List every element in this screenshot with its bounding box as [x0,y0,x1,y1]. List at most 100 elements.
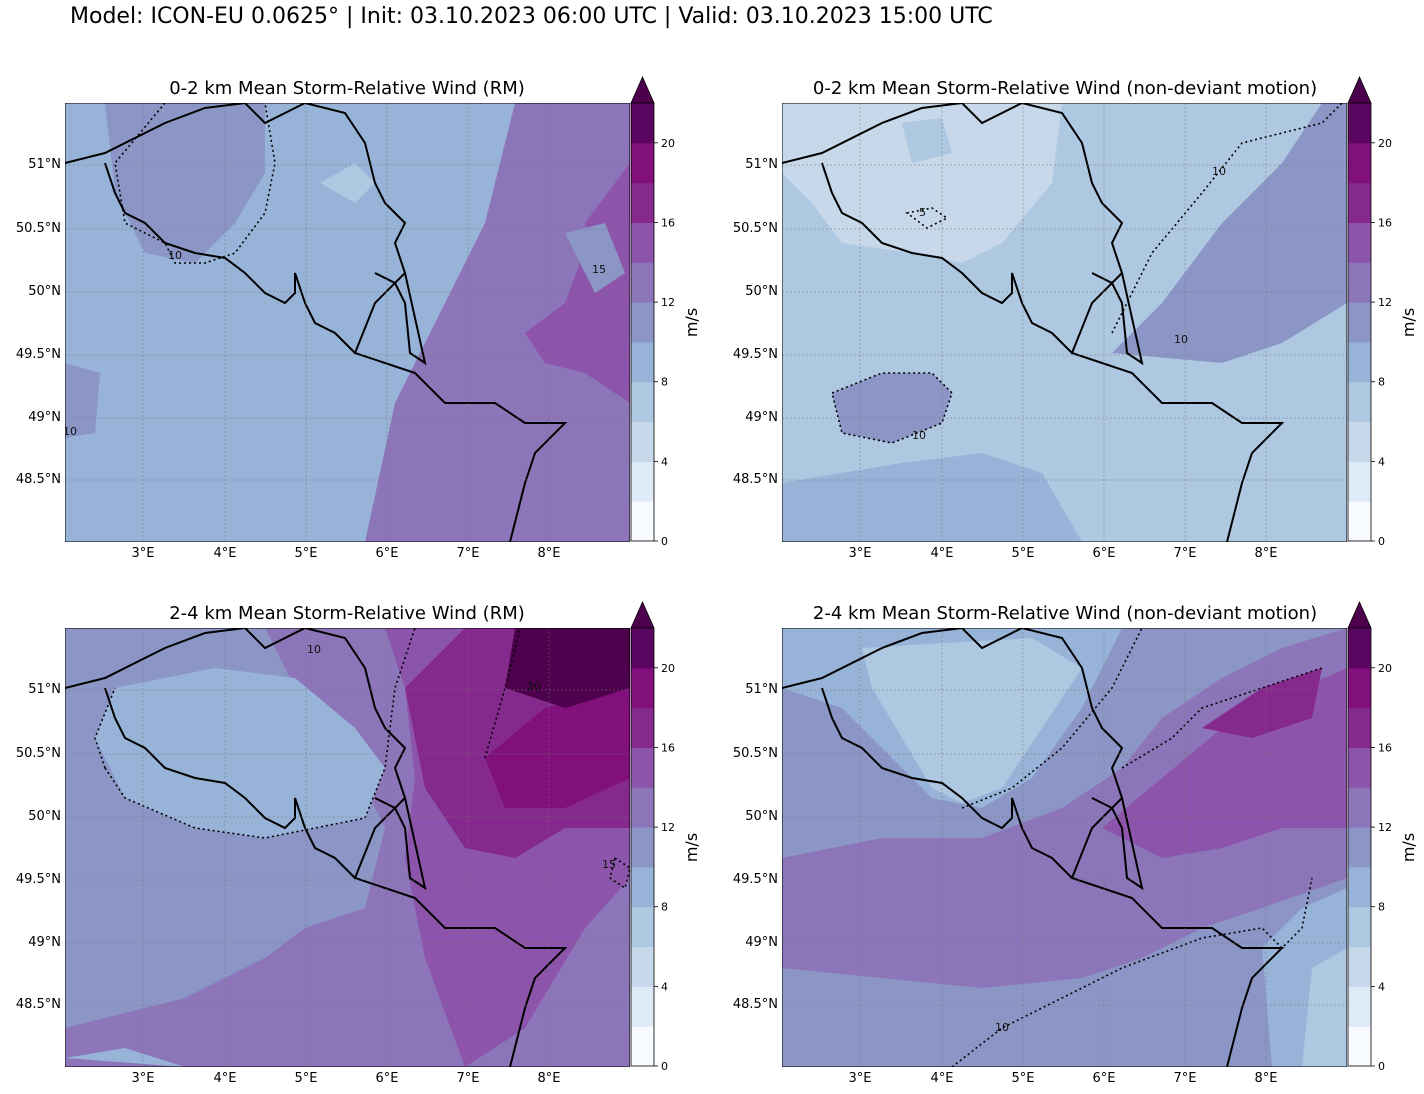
colorbar-segment [631,142,654,184]
x-tick-label: 8°E [1254,546,1278,561]
colorbar-unit-label: m/s [1399,832,1419,863]
colorbar-segment [1348,787,1371,828]
y-tick-label: 51°N [28,157,61,172]
colorbar-extend-arrow [630,76,655,104]
colorbar-segment [1348,302,1371,343]
y-tick-label: 50°N [745,284,778,299]
colorbar-segment [631,1026,654,1067]
colorbar-segment [631,341,654,383]
panel-2-map: 5 10 10 10 [782,103,1347,542]
x-tick-label: 6°E [1092,1071,1116,1086]
colorbar-segment [1348,142,1371,184]
colorbar-segment [631,461,654,502]
colorbar-tick-label: 0 [1378,535,1385,545]
y-tick-label: 51°N [745,157,778,172]
x-tick-label: 7°E [1173,1071,1197,1086]
colorbar-tick-label: 16 [1378,216,1392,229]
colorbar-segment [631,222,654,263]
colorbar-segment [1348,1026,1371,1067]
contour-label: 5 [919,206,926,219]
colorbar-segment [631,421,654,462]
colorbar-segment [631,866,654,908]
colorbar-tick-label: 4 [661,455,668,468]
colorbar-tick-label: 4 [661,980,668,993]
x-tick-label: 4°E [930,546,954,561]
colorbar: 0 4 8 12 16 20 [1347,601,1392,1070]
colorbar-tick-label: 16 [661,741,675,754]
x-tick-label: 5°E [294,546,318,561]
colorbar-tick-label: 16 [661,216,675,229]
y-tick-label: 50°N [28,809,61,824]
colorbar-segment [1348,501,1371,542]
colorbar-unit-label: m/s [682,832,702,863]
y-tick-label: 48.5°N [732,472,778,487]
colorbar-segment [1348,262,1371,303]
colorbar-segment [1348,906,1371,948]
colorbar: 0 4 8 12 16 20 [630,76,675,545]
colorbar-tick-label: 12 [1378,296,1392,309]
colorbar-segment [1348,222,1371,263]
colorbar-tick-label: 0 [661,535,668,545]
y-tick-label: 48.5°N [15,472,61,487]
x-tick-label: 3°E [848,546,872,561]
colorbar-extend-arrow [630,601,655,629]
colorbar-segment [1348,103,1371,144]
colorbar-tick-label: 8 [1378,901,1385,914]
contour-label: 10 [65,425,77,438]
colorbar-tick-label: 8 [1378,376,1385,389]
y-tick-label: 50°N [28,284,61,299]
y-tick-label: 49.5°N [732,872,778,887]
panel-1-map: 10 10 15 [65,103,630,542]
colorbar-segment [1348,986,1371,1027]
x-tick-label: 7°E [456,546,480,561]
colorbar-segment [1348,827,1371,868]
contour-label: 10 [307,643,321,656]
colorbar-unit-label: m/s [682,307,702,338]
colorbar-segment [631,946,654,987]
x-tick-label: 3°E [131,546,155,561]
x-tick-label: 8°E [1254,1071,1278,1086]
colorbar-segment [631,707,654,748]
panel-3-map: 10 20 15 [65,628,630,1067]
colorbar-tick-label: 20 [1378,137,1392,150]
colorbar-tick-label: 12 [661,821,675,834]
x-tick-label: 7°E [1173,546,1197,561]
panel-2-title: 0-2 km Mean Storm-Relative Wind (non-dev… [812,78,1318,99]
x-tick-label: 5°E [1011,1071,1035,1086]
colorbar-segment [1348,628,1371,669]
x-tick-label: 3°E [848,1071,872,1086]
colorbar-extend-arrow [1347,601,1372,629]
colorbar: 0 4 8 12 16 20 [630,601,675,1070]
colorbar-segment [631,747,654,788]
colorbar-tick-label: 20 [661,137,675,150]
figure-title: Model: ICON-EU 0.0625° | Init: 03.10.202… [70,4,993,29]
y-tick-label: 50.5°N [15,221,61,236]
x-tick-label: 6°E [1092,546,1116,561]
y-tick-label: 51°N [28,682,61,697]
colorbar-segment [631,302,654,343]
colorbar-segment [631,906,654,948]
colorbar-segment [1348,341,1371,383]
colorbar-tick-label: 4 [1378,455,1385,468]
colorbar-segment [631,986,654,1027]
x-tick-label: 5°E [1011,546,1035,561]
panel-1-title: 0-2 km Mean Storm-Relative Wind (RM) [169,78,525,99]
colorbar-tick-label: 8 [661,901,668,914]
panel-3-title: 2-4 km Mean Storm-Relative Wind (RM) [169,603,525,624]
x-tick-label: 4°E [930,1071,954,1086]
colorbar-segment [1348,381,1371,423]
colorbar-segment [1348,866,1371,908]
x-tick-label: 3°E [131,1071,155,1086]
contour-label: 15 [592,263,606,276]
colorbar-segment [631,182,654,223]
colorbar-segment [631,262,654,303]
y-tick-label: 50.5°N [15,746,61,761]
colorbar-tick-label: 20 [661,662,675,675]
colorbar-tick-label: 4 [1378,980,1385,993]
y-tick-label: 50°N [745,809,778,824]
colorbar-segment [1348,747,1371,788]
colorbar-unit-label: m/s [1399,307,1419,338]
colorbar-segment [631,103,654,144]
y-tick-label: 51°N [745,682,778,697]
colorbar: 0 4 8 12 16 20 [1347,76,1392,545]
